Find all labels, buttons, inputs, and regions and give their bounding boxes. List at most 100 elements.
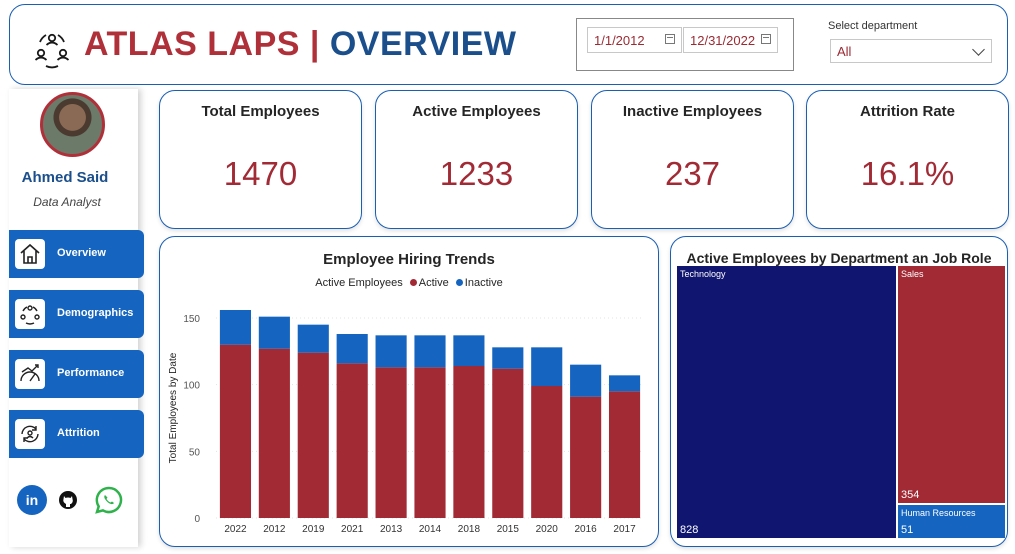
- calendar-icon[interactable]: [761, 34, 771, 44]
- x-tick-label: 2020: [536, 524, 559, 535]
- kpi-inactive-employees: Inactive Employees 237: [591, 90, 794, 229]
- bar-active-2018[interactable]: [453, 366, 485, 518]
- nav-overview[interactable]: Overview: [9, 230, 144, 278]
- github-icon[interactable]: [58, 490, 78, 510]
- people-cycle-icon: [15, 299, 45, 329]
- legend-title: Active Employees: [315, 277, 403, 289]
- nav-demographics-label: Demographics: [57, 307, 134, 319]
- x-tick-label: 2013: [380, 524, 403, 535]
- start-date-value: 1/1/2012: [594, 33, 645, 48]
- legend-swatch-inactive: [455, 279, 463, 286]
- legend-swatch-active: [409, 279, 417, 286]
- bar-active-2016[interactable]: [570, 396, 602, 518]
- header-bar: ATLAS LAPS | OVERVIEW: [9, 4, 1008, 85]
- end-date-value: 12/31/2022: [690, 33, 756, 48]
- kpi-value: 1233: [439, 155, 514, 192]
- bar-inactive-2019[interactable]: [297, 324, 329, 353]
- treemap-cell-value: 51: [901, 524, 914, 536]
- nav-performance-label: Performance: [57, 367, 125, 379]
- kpi-total-employees: Total Employees 1470: [159, 90, 362, 229]
- treemap-cell-sales[interactable]: Sales 354: [898, 266, 1005, 503]
- kpi-title: Inactive Employees: [622, 103, 763, 120]
- x-tick-label: 2019: [302, 524, 325, 535]
- linkedin-icon[interactable]: in: [17, 485, 47, 515]
- bar-inactive-2018[interactable]: [453, 335, 485, 366]
- nav-performance[interactable]: Performance: [9, 350, 144, 398]
- x-tick-label: 2017: [613, 524, 636, 535]
- treemap-cell-human-resources[interactable]: Human Resources 51: [898, 505, 1005, 538]
- bar-inactive-2022[interactable]: [219, 310, 252, 345]
- bar-inactive-2016[interactable]: [570, 364, 602, 397]
- whatsapp-icon[interactable]: [94, 485, 124, 515]
- start-date-field[interactable]: 1/1/2012: [587, 27, 682, 53]
- nav-attrition[interactable]: Attrition: [9, 410, 144, 458]
- treemap-cell-value: 354: [901, 489, 920, 501]
- bar-active-2022[interactable]: [219, 344, 252, 518]
- title-brand: ATLAS LAPS: [84, 25, 300, 63]
- x-tick-label: 2021: [341, 524, 364, 535]
- x-tick-label: 2012: [263, 524, 286, 535]
- chart-legend: Active Employees Active Inactive: [160, 277, 658, 289]
- chart-title: Employee Hiring Trends: [323, 251, 495, 268]
- y-tick-label: 50: [189, 447, 201, 458]
- calendar-icon[interactable]: [665, 34, 675, 44]
- treemap-panel: Active Employees by Department an Job Ro…: [670, 236, 1008, 547]
- bar-active-2017[interactable]: [608, 391, 641, 518]
- bar-active-2021[interactable]: [336, 363, 368, 518]
- svg-text:in: in: [26, 492, 38, 508]
- treemap-cell-value: 828: [680, 524, 699, 536]
- end-date-field[interactable]: 12/31/2022: [683, 27, 778, 53]
- home-icon: [15, 239, 45, 269]
- title-section: OVERVIEW: [329, 25, 517, 63]
- kpi-active-employees: Active Employees 1233: [375, 90, 578, 229]
- kpi-value: 1470: [223, 155, 298, 192]
- kpi-title: Active Employees: [412, 103, 541, 120]
- nav-demographics[interactable]: Demographics: [9, 290, 144, 338]
- chevron-down-icon[interactable]: [972, 43, 985, 56]
- bar-inactive-2017[interactable]: [608, 375, 641, 392]
- kpi-value: 16.1%: [860, 155, 955, 192]
- bar-inactive-2012[interactable]: [258, 316, 290, 349]
- x-tick-label: 2014: [419, 524, 442, 535]
- kpi-title: Total Employees: [201, 103, 320, 120]
- bar-inactive-2015[interactable]: [492, 347, 524, 369]
- date-range-slicer: 1/1/2012 12/31/2022: [576, 18, 794, 71]
- x-tick-label: 2016: [575, 524, 598, 535]
- nav-attrition-label: Attrition: [57, 427, 100, 439]
- bar-inactive-2013[interactable]: [375, 335, 407, 368]
- hiring-trends-panel: Employee Hiring Trends Active Employees …: [159, 236, 659, 547]
- bar-active-2013[interactable]: [375, 367, 407, 518]
- department-select[interactable]: All: [830, 39, 992, 63]
- bar-active-2014[interactable]: [414, 367, 446, 518]
- y-axis-label: Total Employees by Date: [168, 352, 179, 463]
- y-tick-label: 100: [183, 381, 200, 392]
- team-cycle-icon: [34, 33, 70, 69]
- kpi-value: 237: [664, 155, 721, 192]
- nav-overview-label: Overview: [57, 247, 106, 259]
- bar-inactive-2020[interactable]: [531, 347, 563, 386]
- bar-active-2015[interactable]: [492, 368, 524, 518]
- bar-inactive-2021[interactable]: [336, 334, 368, 364]
- treemap-cell-name: Technology: [680, 269, 726, 279]
- treemap-cell-name: Human Resources: [901, 508, 976, 518]
- page-title: ATLAS LAPS | OVERVIEW: [84, 25, 517, 64]
- y-tick-label: 150: [183, 314, 200, 325]
- bar-active-2020[interactable]: [531, 386, 563, 518]
- legend-inactive: Inactive: [464, 277, 503, 289]
- department-value: All: [837, 44, 852, 59]
- chart-title: Active Employees by Department an Job Ro…: [686, 250, 992, 266]
- bar-active-2012[interactable]: [258, 348, 290, 518]
- treemap-cell-technology[interactable]: Technology 828: [677, 266, 896, 538]
- sidebar: Ahmed Said Data Analyst Overview Demogra…: [9, 89, 144, 547]
- bar-active-2019[interactable]: [297, 352, 329, 518]
- bar-inactive-2014[interactable]: [414, 335, 446, 368]
- kpi-attrition-rate: Attrition Rate 16.1%: [806, 90, 1009, 229]
- x-tick-label: 2022: [224, 524, 247, 535]
- bar-chart: 0 50 100 150 Total Employees by Date 2022 2012…: [168, 310, 644, 535]
- kpi-title: Attrition Rate: [860, 103, 955, 120]
- title-separator: |: [309, 25, 320, 63]
- x-tick-label: 2015: [497, 524, 520, 535]
- legend-active: Active: [418, 277, 449, 289]
- x-tick-label: 2018: [458, 524, 481, 535]
